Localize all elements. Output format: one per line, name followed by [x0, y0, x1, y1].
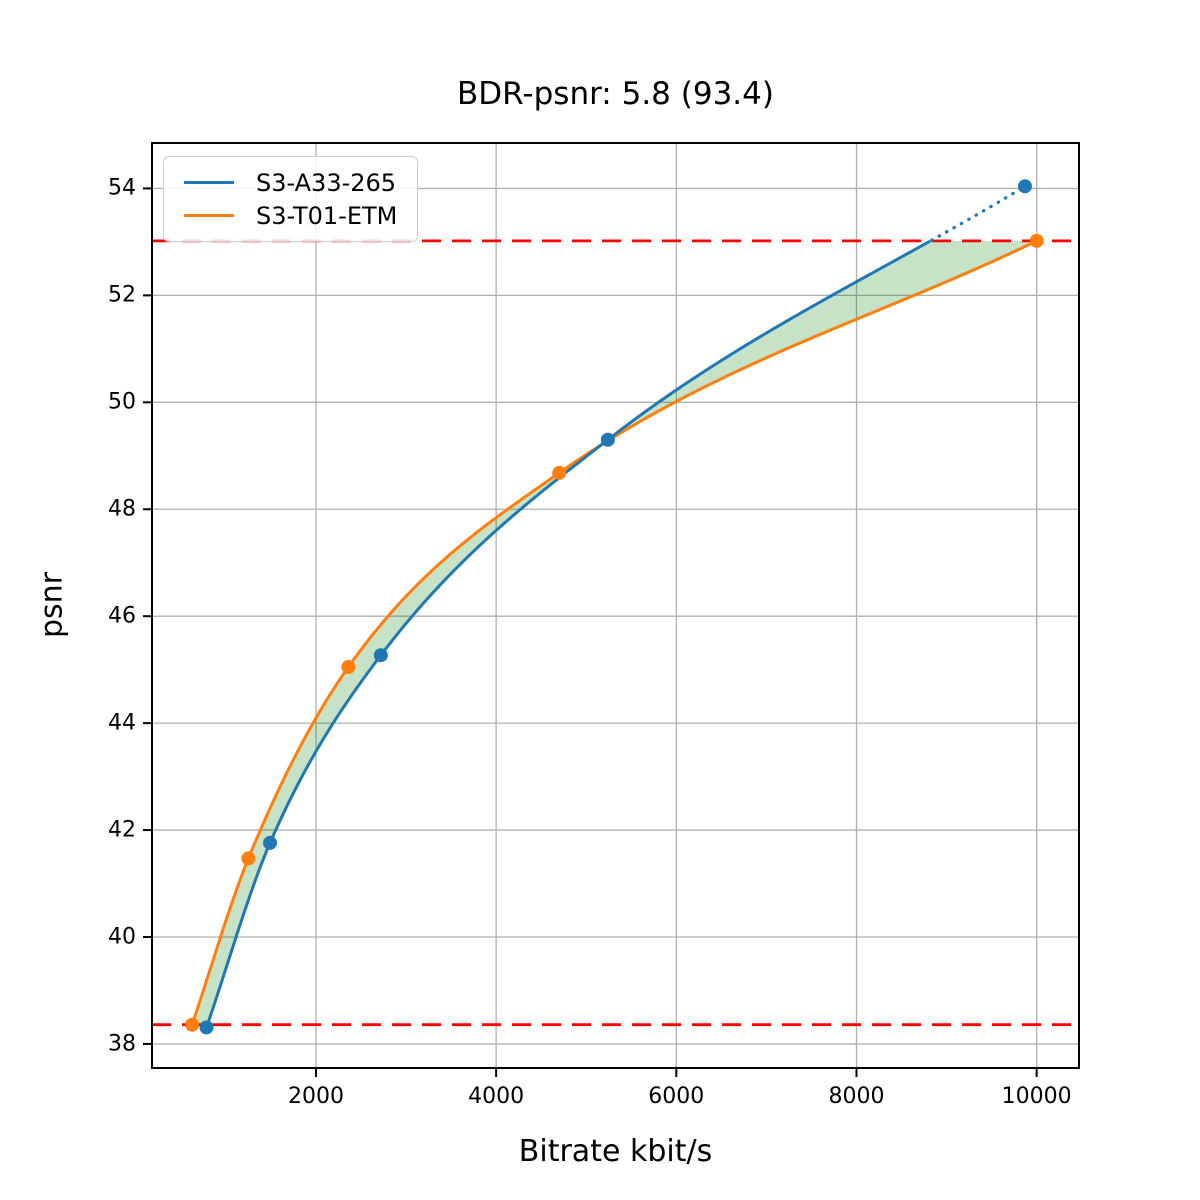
data-point-marker [552, 465, 567, 480]
plot-area: S3-A33-265 S3-T01-ETM [143, 142, 1080, 1077]
data-point-marker [341, 659, 356, 674]
y-tick-label: 52 [108, 282, 136, 308]
bd-overlap-fill [192, 240, 1037, 1025]
x-tick-label: 4000 [468, 1084, 525, 1109]
y-tick-label: 40 [108, 924, 136, 950]
x-tick-label: 10000 [1001, 1084, 1072, 1109]
y-axis-label: psnr [34, 571, 70, 639]
y-tick-label: 48 [108, 496, 136, 522]
data-point-marker [600, 432, 615, 447]
x-tick-label: 6000 [648, 1084, 705, 1109]
series-line-orange [190, 239, 1038, 1026]
series-line-blue-dotted [930, 184, 1027, 242]
y-tick-label: 54 [108, 175, 136, 201]
data-point-marker [185, 1017, 200, 1032]
axes-border [151, 142, 1080, 1069]
legend-label: S3-A33-265 [256, 168, 397, 197]
data-point-marker [373, 648, 388, 663]
x-axis-label: Bitrate kbit/s [518, 1134, 713, 1169]
legend-label: S3-T01-ETM [256, 201, 398, 230]
y-tick-label: 42 [108, 817, 136, 843]
plot-svg [143, 142, 1080, 1077]
y-tick-label: 46 [108, 603, 136, 629]
x-tick-label: 2000 [287, 1084, 344, 1109]
legend-line-sample-orange [184, 214, 234, 217]
y-tick-label: 38 [108, 1031, 136, 1057]
x-tick-label: 8000 [828, 1084, 885, 1109]
data-point-marker [1029, 233, 1044, 248]
legend-line-sample-blue [184, 181, 234, 184]
y-tick-label: 50 [108, 389, 136, 415]
data-point-marker [263, 835, 278, 850]
chart-title: BDR-psnr: 5.8 (93.4) [457, 76, 774, 112]
series-line-blue [205, 239, 931, 1028]
legend-row: S3-A33-265 [184, 166, 397, 199]
data-point-marker [199, 1020, 214, 1035]
legend: S3-A33-265 S3-T01-ETM [163, 156, 419, 242]
data-point-marker [241, 851, 256, 866]
y-tick-label: 44 [108, 710, 136, 736]
data-point-marker [1017, 179, 1032, 194]
legend-row: S3-T01-ETM [184, 199, 397, 232]
